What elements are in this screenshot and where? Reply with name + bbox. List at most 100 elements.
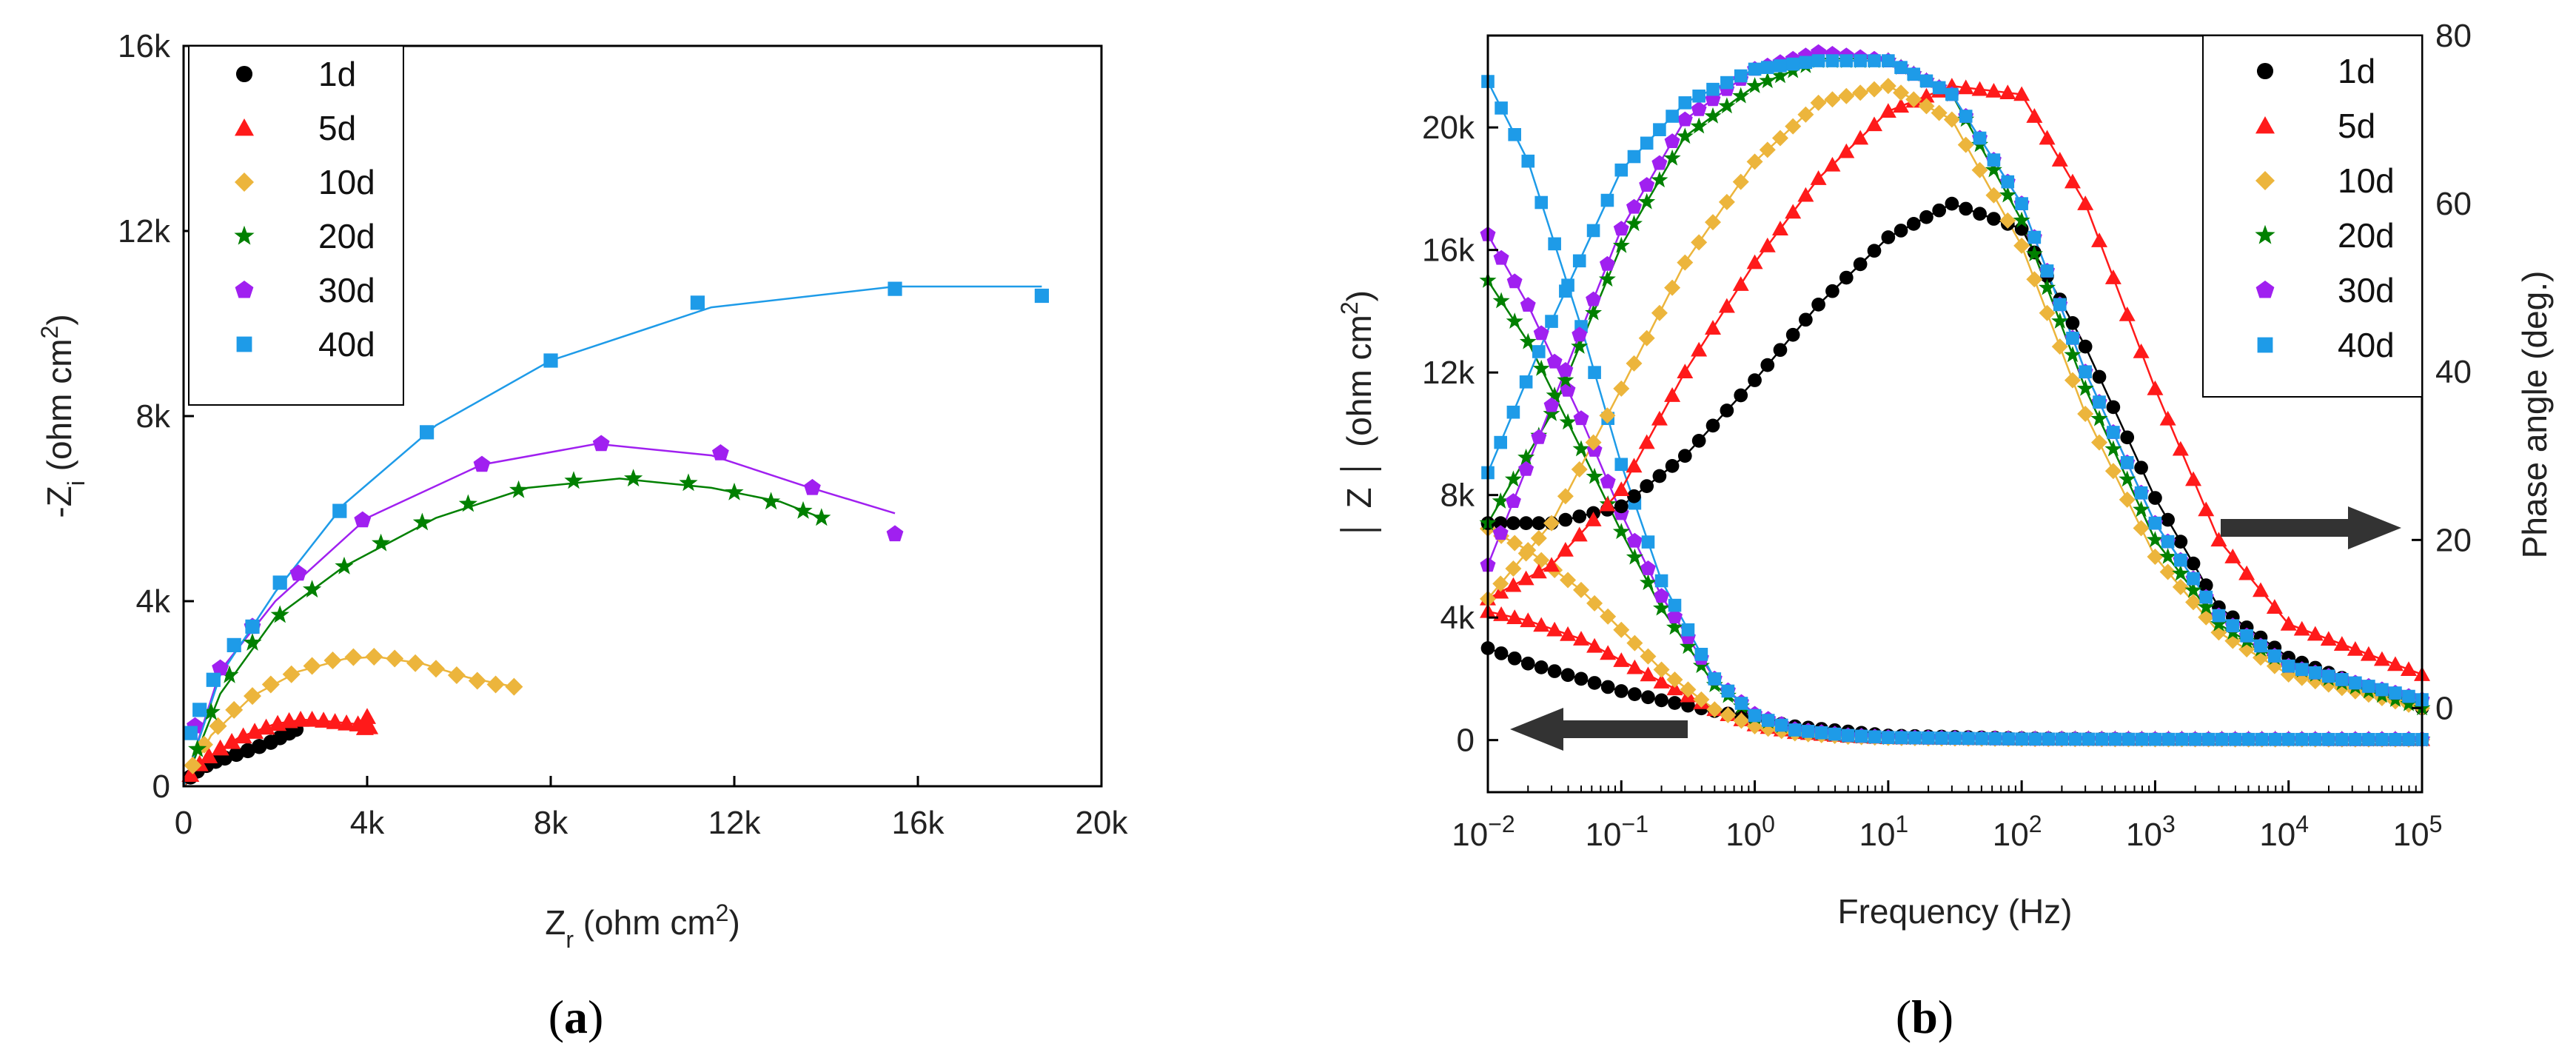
data-point-10d <box>244 687 261 706</box>
data-point-10d <box>225 700 244 719</box>
phase-point-10d <box>1999 212 2016 229</box>
phase-point-10d <box>1905 91 1922 108</box>
phase-point-5d <box>2293 620 2310 636</box>
impedance-point-5d <box>1666 680 1683 696</box>
phase-point-1d <box>2186 556 2201 571</box>
phase-point-10d <box>2064 372 2081 389</box>
panel-b-ticks: 10−2 10−1 100 101 102 103 104 105 0 4k 8k 12k 16k 20k… <box>1422 18 2472 853</box>
phase-point-40d <box>2295 663 2309 677</box>
phase-point-5d <box>1893 98 1910 113</box>
phase-point-1d <box>1614 499 1629 514</box>
legend-marker-5d <box>235 118 254 136</box>
impedance-point-40d <box>2228 732 2242 746</box>
impedance-point-40d <box>1774 718 1788 732</box>
impedance-point-40d <box>1641 535 1655 549</box>
impedance-point-10d <box>1733 712 1750 729</box>
phase-point-20d <box>1598 270 1616 287</box>
phase-point-40d <box>1868 54 1881 67</box>
phase-point-10d <box>2051 338 2068 355</box>
phase-point-5d <box>2400 661 2417 677</box>
impedance-point-20d <box>1492 292 1510 309</box>
phase-point-5d <box>2266 599 2283 614</box>
legend-label-1d: 1d <box>2338 52 2375 90</box>
phase-point-30d <box>1626 198 1642 214</box>
impedance-point-20d <box>1626 548 1643 565</box>
impedance-point-40d <box>2121 732 2136 746</box>
phase-point-5d <box>1651 410 1668 426</box>
phase-point-30d <box>1651 155 1668 170</box>
phase-point-1d <box>1652 469 1667 483</box>
left-axis-arrow <box>1510 708 1688 751</box>
phase-point-20d <box>2172 564 2190 581</box>
phase-point-1d <box>2161 512 2175 527</box>
phase-point-10d <box>2091 434 2108 451</box>
panel-b-right-y-tick-label: 20 <box>2435 522 2472 558</box>
data-point-5d <box>315 711 333 728</box>
panel-a-ticks: 0 4k 8k 12k 16k 20k 0 4k 8k 12k 16k <box>118 28 1128 841</box>
phase-point-40d <box>2187 572 2200 586</box>
impedance-point-20d <box>1506 312 1523 329</box>
phase-point-10d <box>1571 460 1588 478</box>
legend-marker-1d <box>2256 62 2274 80</box>
phase-point-1d <box>1867 244 1882 258</box>
impedance-point-1d <box>1641 690 1655 705</box>
phase-point-5d <box>1838 143 1855 158</box>
panel-b-right-y-tick-label: 40 <box>2435 354 2472 390</box>
phase-point-40d <box>2015 197 2028 210</box>
data-point-40d <box>245 619 260 634</box>
impedance-point-40d <box>1908 731 1922 745</box>
impedance-point-10d <box>1693 691 1710 708</box>
phase-point-40d <box>1839 54 1854 67</box>
phase-point-10d <box>1651 304 1668 321</box>
phase-point-40d <box>2389 686 2402 700</box>
phase-point-20d <box>1690 117 1708 134</box>
impedance-point-40d <box>1828 727 1842 741</box>
phase-point-20d <box>1504 470 1522 487</box>
data-point-10d <box>344 648 363 666</box>
impedance-point-40d <box>2322 732 2335 746</box>
phase-point-5d <box>1824 156 1841 172</box>
impedance-point-40d <box>2068 732 2082 746</box>
impedance-point-5d <box>1533 617 1550 632</box>
impedance-point-20d <box>1559 413 1577 430</box>
phase-point-40d <box>2001 175 2015 189</box>
phase-point-10d <box>1985 187 2002 204</box>
phase-point-40d <box>1545 315 1558 328</box>
impedance-point-5d <box>1626 659 1643 674</box>
phase-point-40d <box>1519 375 1533 389</box>
impedance-point-40d <box>2375 733 2389 746</box>
panel-a-y-tick-label: 0 <box>152 768 170 805</box>
impedance-point-40d <box>2201 732 2216 746</box>
phase-point-20d <box>1651 171 1668 188</box>
phase-point-30d <box>1572 326 1588 342</box>
panel-b-left-y-tick-label: 0 <box>1457 723 1475 759</box>
phase-point-10d <box>1957 136 1974 153</box>
phase-point-40d <box>2226 619 2240 632</box>
panel-b-x-tick-label: 10−2 <box>1452 811 1515 853</box>
phase-point-5d <box>2387 656 2404 671</box>
phase-point-10d <box>2185 594 2202 611</box>
phase-point-40d <box>1572 254 1586 268</box>
phase-point-30d <box>1557 362 1574 377</box>
phase-point-5d <box>1585 512 1602 526</box>
data-point-20d <box>220 665 239 683</box>
data-point-10d <box>261 675 280 694</box>
impedance-point-5d <box>1600 645 1617 660</box>
phase-point-20d <box>1676 127 1694 144</box>
phase-point-30d <box>1677 111 1693 127</box>
panel-b-left-y-tick-label: 12k <box>1422 355 1475 391</box>
phase-point-1d <box>2173 535 2188 549</box>
impedance-point-1d <box>1547 664 1562 678</box>
phase-point-5d <box>1599 496 1616 512</box>
phase-point-40d <box>2335 673 2349 686</box>
phase-point-40d <box>2174 553 2187 567</box>
phase-point-10d <box>1785 118 1802 135</box>
phase-point-5d <box>2039 130 2056 145</box>
phase-point-1d <box>1945 196 1959 211</box>
panel-a-legend-box <box>188 45 404 406</box>
impedance-point-20d <box>1532 359 1550 376</box>
phase-point-1d <box>1919 210 1933 224</box>
phase-point-40d <box>1614 163 1629 177</box>
phase-point-30d <box>1543 397 1560 412</box>
phase-point-1d <box>1987 212 2001 226</box>
